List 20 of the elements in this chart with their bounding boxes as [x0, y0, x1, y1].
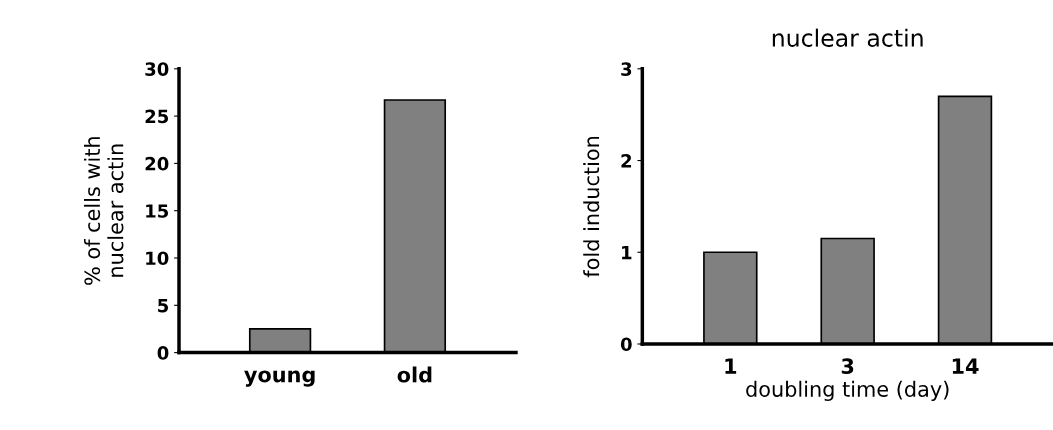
y-tick-label: 1 — [622, 245, 632, 260]
x-tick-label: 3 — [841, 358, 854, 375]
y-tick-label: 0 — [157, 346, 169, 360]
y-tick-label: 20 — [145, 156, 169, 171]
y-tick-label: 10 — [146, 251, 169, 266]
x-tick-label: young — [244, 370, 315, 387]
y-axis-title: fold induction — [583, 136, 600, 278]
y-tick-label: 0 — [620, 337, 632, 352]
x-axis-title: doubling time (day) — [746, 380, 949, 401]
y-tick-label: 3 — [621, 62, 632, 76]
y-tick-label: 30 — [145, 62, 169, 76]
y-tick-label: 2 — [621, 153, 632, 168]
y-tick-label: 25 — [145, 109, 169, 124]
x-tick-label: 14 — [952, 358, 979, 374]
x-tick-label: old — [397, 366, 432, 383]
y-axis-title: % of cells with nuclear actin — [84, 137, 124, 285]
x-tick-label: 1 — [725, 358, 737, 374]
y-tick-label: 15 — [146, 204, 169, 218]
y-tick-label: 5 — [158, 299, 169, 313]
chart-title: nuclear actin — [772, 28, 923, 47]
